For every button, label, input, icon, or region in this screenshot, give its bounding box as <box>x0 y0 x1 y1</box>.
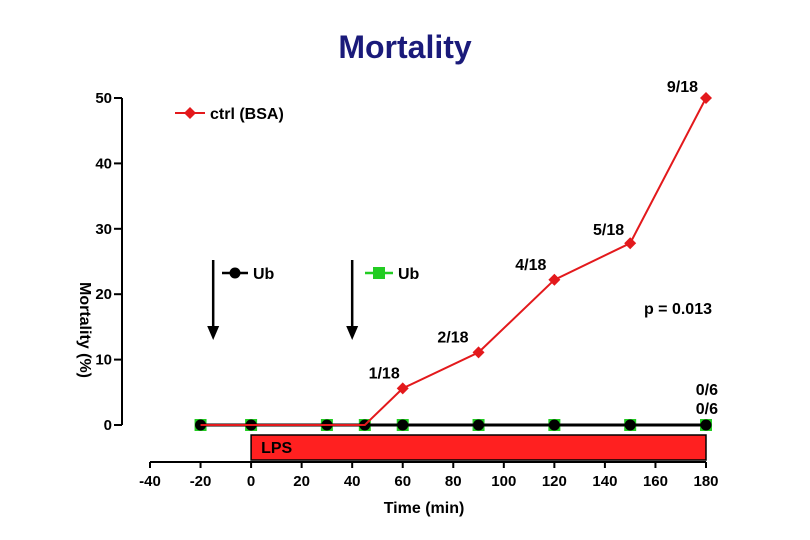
x-axis-label: Time (min) <box>384 500 465 517</box>
arrow-head <box>346 326 359 340</box>
annotations: 1/18 2/18 4/18 5/18 9/18 0/6 0/6 p = 0.013 <box>207 79 718 418</box>
x-tick-label: -20 <box>190 473 212 490</box>
data-point <box>472 346 485 359</box>
data-point <box>548 419 560 431</box>
y-tick-label: 30 <box>95 221 112 238</box>
y-axis-label: Mortality (%) <box>76 282 93 378</box>
chart-title: Mortality <box>338 29 472 65</box>
lps-bar-label: LPS <box>261 440 292 457</box>
data-point <box>473 419 485 431</box>
x-tick-label: 20 <box>293 473 310 490</box>
data-point <box>396 382 409 395</box>
x-tick-label: 180 <box>693 473 718 490</box>
legend-label: ctrl (BSA) <box>210 106 284 123</box>
data-point <box>624 237 637 250</box>
x-tick-label: 160 <box>643 473 668 490</box>
p-value: p = 0.013 <box>644 301 712 318</box>
point-label: 2/18 <box>437 329 468 346</box>
end-label-ub-black: 0/6 <box>696 382 718 399</box>
y-tick-label: 40 <box>95 155 112 172</box>
point-label: 1/18 <box>369 365 400 382</box>
series-line <box>200 97 707 426</box>
y-tick-label: 20 <box>95 286 112 303</box>
legend-entry-ub-black: Ub <box>222 266 275 283</box>
y-tick-label: 10 <box>95 352 112 369</box>
series-group <box>194 92 712 431</box>
data-point <box>700 92 712 104</box>
legend-marker <box>184 107 196 119</box>
x-tick-label: 60 <box>394 473 411 490</box>
lps-bar <box>250 434 707 461</box>
x-tick-label: 120 <box>542 473 567 490</box>
legend-entry-ctrl: ctrl (BSA) <box>175 106 284 123</box>
data-point <box>700 419 712 431</box>
end-label-ub-green: 0/6 <box>696 401 718 418</box>
chart-axes: 0 10 20 30 40 50 -40 -20 0 20 40 60 80 100 120 140 160 18… <box>95 90 718 490</box>
data-point <box>624 419 636 431</box>
x-tick-label: 140 <box>592 473 617 490</box>
legend-marker <box>373 267 385 279</box>
arrow-head <box>207 326 220 340</box>
arrow-1 <box>346 260 359 340</box>
y-tick-label: 50 <box>95 90 112 107</box>
legend-label: Ub <box>253 266 275 283</box>
legend: ctrl (BSA) Ub Ub <box>175 106 420 283</box>
x-tick-label: -40 <box>139 473 161 490</box>
x-tick-label: 80 <box>445 473 462 490</box>
x-tick-label: 0 <box>247 473 255 490</box>
x-tick-label: 100 <box>491 473 516 490</box>
series-0 <box>200 92 712 426</box>
point-label: 9/18 <box>667 79 698 96</box>
arrow-0 <box>207 260 220 340</box>
legend-label: Ub <box>398 266 420 283</box>
point-label: 5/18 <box>593 222 624 239</box>
data-point <box>397 419 409 431</box>
x-tick-label: 40 <box>344 473 361 490</box>
legend-marker <box>229 267 241 279</box>
y-tick-label: 0 <box>104 417 112 434</box>
lps-bar-group: LPS <box>250 434 707 461</box>
point-label: 4/18 <box>515 257 546 274</box>
legend-entry-ub-green: Ub <box>365 266 420 283</box>
data-point <box>548 273 561 286</box>
